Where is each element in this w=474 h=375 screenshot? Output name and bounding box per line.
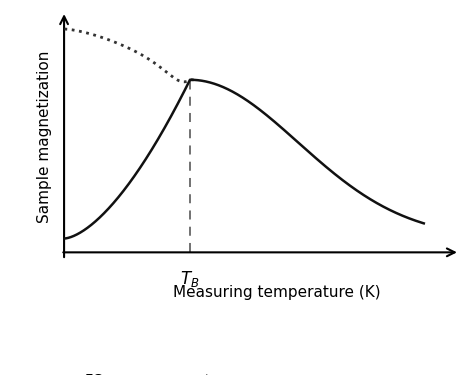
Text: Measuring temperature (K): Measuring temperature (K) <box>173 285 380 300</box>
Text: Sample magnetization: Sample magnetization <box>37 51 52 223</box>
Text: $T_B$: $T_B$ <box>180 269 200 289</box>
Legend: FC-measurement, ZFC-measurement: FC-measurement, ZFC-measurement <box>32 374 221 375</box>
